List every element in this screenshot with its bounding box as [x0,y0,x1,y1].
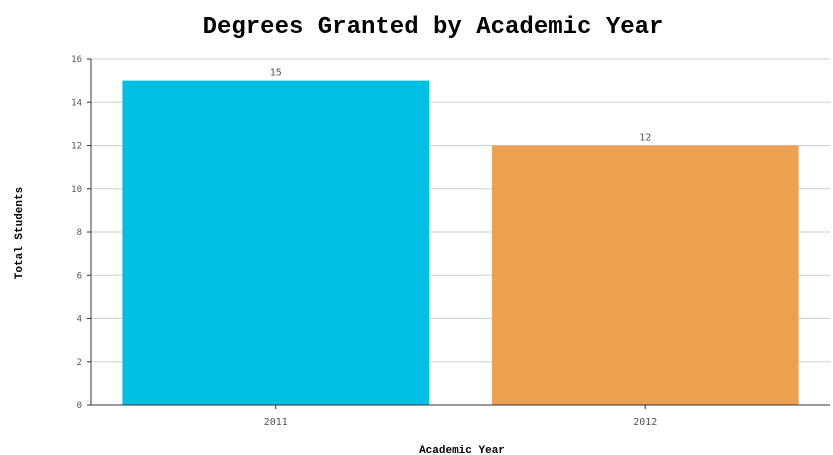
y-tick-label: 16 [71,55,82,65]
chart-title: Degrees Granted by Academic Year [203,14,664,41]
y-tick-label: 0 [77,401,82,411]
bars [122,80,799,405]
y-tick-label: 6 [77,271,82,281]
y-axis-title: Total Students [14,187,26,279]
x-tick-label: 2011 [264,417,288,428]
y-tick-label: 14 [71,98,82,108]
y-tick-label: 4 [77,315,82,325]
y-tick-label: 2 [77,358,82,368]
bar-2012 [491,145,799,405]
y-axis-ticks: 0 2 4 6 8 10 12 14 16 [71,55,91,411]
x-tick-label: 2012 [633,417,657,428]
y-tick-label: 8 [77,228,82,238]
y-tick-label: 12 [71,142,82,152]
data-label: 15 [270,68,282,79]
y-tick-label: 10 [71,185,82,195]
data-label: 12 [639,133,651,144]
x-axis-title: Academic Year [419,445,505,455]
x-axis-ticks: 2011 2012 [264,405,657,428]
bar-2011 [122,80,430,405]
